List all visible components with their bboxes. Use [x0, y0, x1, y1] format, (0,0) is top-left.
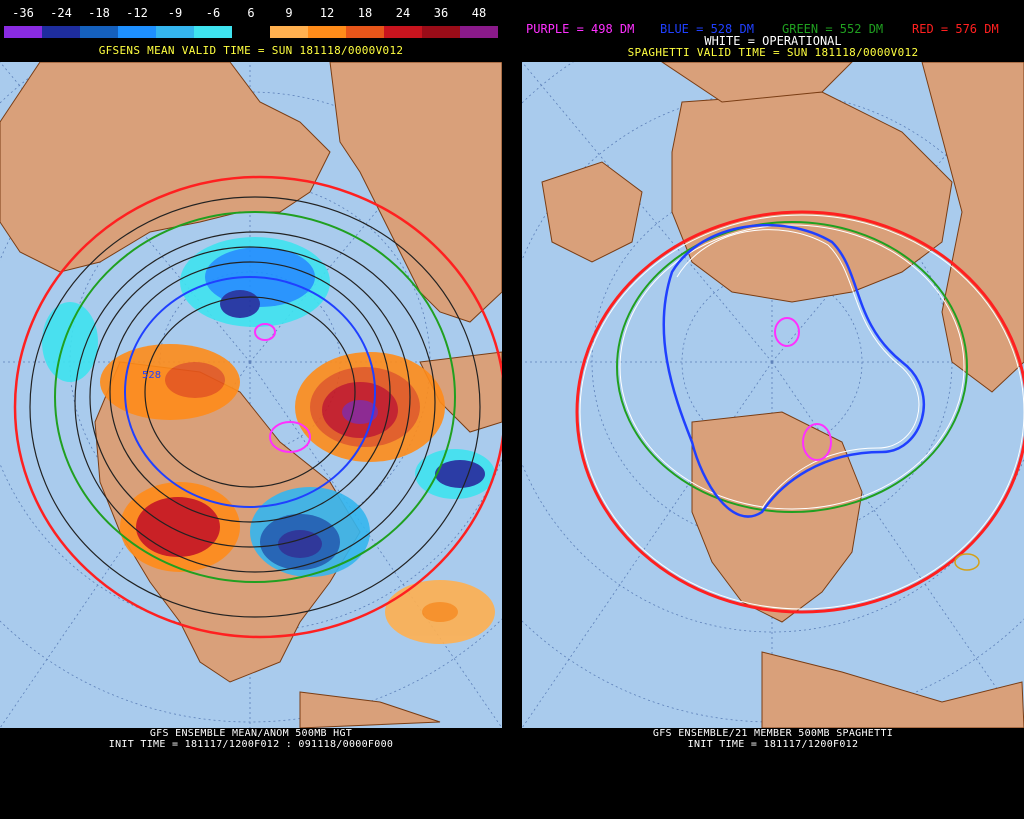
colorbar-swatch	[422, 26, 460, 38]
colorbar-labels: -36 -24 -18 -12 -9 -6 6 9 12 18 24 36 48	[4, 6, 498, 20]
anomaly-colorbar: -36 -24 -18 -12 -9 -6 6 9 12 18 24 36 48	[4, 6, 498, 38]
ensemble-mean-panel: -36 -24 -18 -12 -9 -6 6 9 12 18 24 36 48 GFSENS MEAN…	[0, 0, 502, 819]
spaghetti-panel: PURPLE = 498 DM BLUE = 528 DM GREEN = 55…	[522, 0, 1024, 819]
colorbar-swatches	[4, 26, 498, 38]
spaghetti-contours	[575, 210, 1024, 614]
mean-map-svg: 528	[0, 62, 502, 728]
spaghetti-valid-time: SPAGHETTI VALID TIME = SUN 181118/0000V0…	[627, 46, 919, 59]
colorbar-label: 6	[247, 6, 255, 20]
mean-footer-init: INIT TIME = 181117/1200F012 : 091118/000…	[108, 739, 394, 750]
colorbar-swatch	[194, 26, 232, 38]
colorbar-label: -18	[88, 6, 110, 20]
colorbar-label: -12	[126, 6, 148, 20]
colorbar-swatch	[384, 26, 422, 38]
legend-green: GREEN = 552 DM	[782, 22, 884, 36]
spaghetti-legend: PURPLE = 498 DM BLUE = 528 DM GREEN = 55…	[522, 22, 1024, 36]
colorbar-swatch	[4, 26, 42, 38]
colorbar-label: -6	[205, 6, 221, 20]
colorbar-swatch	[270, 26, 308, 38]
height-contours	[13, 175, 502, 639]
spaghetti-footer-title: GFS ENSEMBLE/21 MEMBER 500MB SPAGHETTI	[652, 728, 894, 739]
spaghetti-map	[522, 62, 1024, 728]
spaghetti-map-svg	[522, 62, 1024, 728]
colorbar-swatch	[460, 26, 498, 38]
colorbar-swatch	[232, 26, 270, 38]
ensemble-mean-map: 528	[0, 62, 502, 728]
contour-label-528: 528	[142, 370, 161, 381]
mean-valid-time: GFSENS MEAN VALID TIME = SUN 181118/0000…	[98, 44, 404, 57]
legend-red: RED = 576 DM	[912, 22, 999, 36]
colorbar-swatch	[156, 26, 194, 38]
colorbar-swatch	[42, 26, 80, 38]
colorbar-label: 12	[319, 6, 335, 20]
colorbar-label: 18	[357, 6, 373, 20]
colorbar-label: 48	[471, 6, 487, 20]
colorbar-swatch	[80, 26, 118, 38]
colorbar-swatch	[118, 26, 156, 38]
colorbar-label: 9	[285, 6, 293, 20]
panel-divider	[502, 0, 522, 819]
colorbar-label: -9	[167, 6, 183, 20]
colorbar-swatch	[346, 26, 384, 38]
colorbar-label: -24	[50, 6, 72, 20]
anomaly-shading	[42, 237, 495, 644]
colorbar-label: 24	[395, 6, 411, 20]
legend-blue: BLUE = 528 DM	[660, 22, 754, 36]
colorbar-label: -36	[12, 6, 34, 20]
colorbar-swatch	[308, 26, 346, 38]
mean-footer-title: GFS ENSEMBLE MEAN/ANOM 500MB HGT	[149, 728, 353, 739]
colorbar-label: 36	[433, 6, 449, 20]
legend-purple: PURPLE = 498 DM	[526, 22, 635, 36]
legend-white-operational: WHITE = OPERATIONAL	[704, 34, 842, 48]
spaghetti-footer-init: INIT TIME = 181117/1200F012	[687, 739, 859, 750]
